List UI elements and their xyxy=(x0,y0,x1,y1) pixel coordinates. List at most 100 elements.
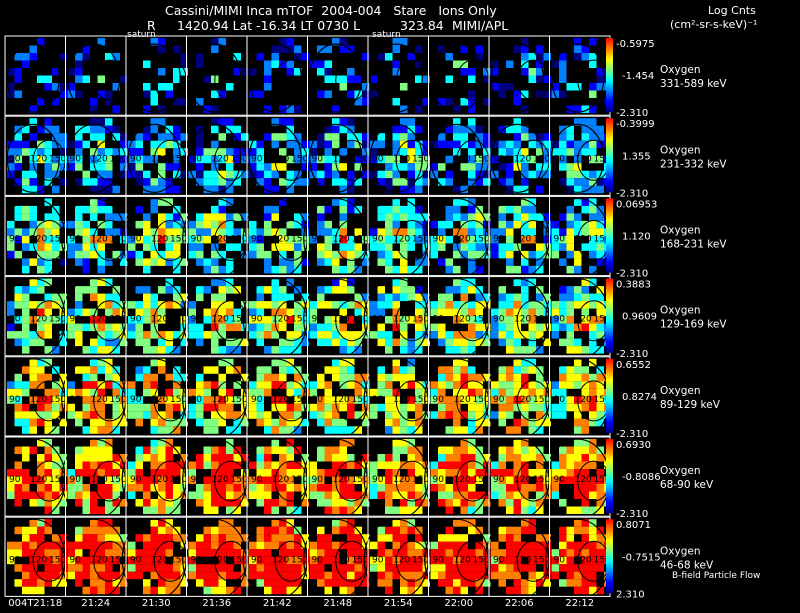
heatmap-cell xyxy=(453,198,461,206)
heatmap-cell xyxy=(97,418,105,427)
heatmap-cell xyxy=(422,228,430,236)
colorbar-min-label: 2.310 xyxy=(616,589,645,600)
heatmap-cell xyxy=(445,506,453,514)
heatmap-cell xyxy=(37,228,45,236)
heatmap-cell xyxy=(59,338,67,347)
heatmap-cell xyxy=(483,396,491,404)
heatmap-cell xyxy=(453,60,461,68)
heatmap-cell xyxy=(559,366,567,374)
heatmap-cell xyxy=(453,366,461,374)
heatmap-cell xyxy=(377,258,385,266)
heatmap-cell xyxy=(52,411,60,419)
heatmap-cell xyxy=(574,265,582,274)
heatmap-cell xyxy=(75,476,83,484)
heatmap-cell xyxy=(407,358,415,367)
heatmap-cell xyxy=(400,534,408,542)
heatmap-cell xyxy=(407,125,415,134)
heatmap-cell xyxy=(301,53,309,61)
heatmap-panel: 90 120 150 xyxy=(182,436,249,520)
heatmap-cell xyxy=(128,155,136,164)
heatmap-cell xyxy=(150,519,158,527)
heatmap-cell xyxy=(158,140,166,149)
heatmap-cell xyxy=(22,534,30,542)
heatmap-cell xyxy=(491,331,499,339)
heatmap-cell xyxy=(589,403,597,412)
heatmap-cell xyxy=(407,228,415,236)
heatmap-cell xyxy=(105,301,113,309)
heatmap-cell xyxy=(574,286,582,294)
heatmap-cell xyxy=(460,491,468,499)
heatmap-cell xyxy=(143,411,151,419)
heatmap-cell xyxy=(506,491,514,499)
heatmap-cell xyxy=(309,381,317,389)
heatmap-cell xyxy=(536,476,544,484)
heatmap-cell xyxy=(105,235,113,244)
time-tick-label: 22:12 xyxy=(565,598,594,609)
heatmap-cell xyxy=(279,133,287,141)
heatmap-cell xyxy=(241,564,249,572)
heatmap-cell xyxy=(90,148,98,156)
heatmap-cell xyxy=(44,258,52,266)
heatmap-cell xyxy=(241,133,249,141)
heatmap-cell xyxy=(97,185,105,194)
heatmap-cell xyxy=(44,439,52,447)
heatmap-cell xyxy=(430,461,438,469)
heatmap-cell xyxy=(362,148,370,156)
heatmap-cell xyxy=(165,469,173,477)
heatmap-cell xyxy=(294,556,302,565)
heatmap-cell xyxy=(521,476,529,484)
heatmap-cell xyxy=(574,454,582,462)
heatmap-cell xyxy=(354,461,362,469)
heatmap-cell xyxy=(271,579,279,587)
heatmap-cell xyxy=(581,220,589,229)
heatmap-cell xyxy=(543,564,551,572)
heatmap-cell xyxy=(75,411,83,419)
heatmap-cell xyxy=(460,45,468,53)
heatmap-cell xyxy=(377,213,385,221)
heatmap-cell xyxy=(143,484,151,492)
heatmap-cell xyxy=(309,411,317,419)
contour-label: 150 xyxy=(49,235,66,245)
heatmap-cell xyxy=(536,68,544,76)
heatmap-cell xyxy=(256,571,264,580)
heatmap-cell xyxy=(67,323,75,332)
heatmap-cell xyxy=(203,586,211,595)
heatmap-cell xyxy=(143,454,151,462)
heatmap-cell xyxy=(438,454,446,462)
heatmap-cell xyxy=(309,388,317,397)
heatmap-cell xyxy=(468,148,476,156)
heatmap-cell xyxy=(120,476,128,484)
colorbar-min-label: -2.310 xyxy=(616,349,648,360)
heatmap-cell xyxy=(475,373,483,382)
heatmap-cell xyxy=(52,301,60,309)
heatmap-cell xyxy=(438,258,446,266)
heatmap-cell xyxy=(52,185,60,194)
heatmap-cell xyxy=(279,381,287,389)
heatmap-cell xyxy=(44,163,52,171)
heatmap-cell xyxy=(37,541,45,550)
heatmap-cell xyxy=(29,228,37,236)
heatmap-cell xyxy=(143,228,151,236)
heatmap-cell xyxy=(180,403,188,412)
heatmap-cell xyxy=(143,491,151,499)
saturn-label-1: saturn xyxy=(127,30,156,40)
heatmap-cell xyxy=(483,418,491,427)
heatmap-cell xyxy=(211,213,219,221)
heatmap-cell xyxy=(279,323,287,332)
heatmap-cell xyxy=(589,476,597,484)
heatmap-cell xyxy=(271,301,279,309)
heatmap-cell xyxy=(211,250,219,259)
heatmap-cell xyxy=(150,381,158,389)
heatmap-cell xyxy=(438,461,446,469)
heatmap-cell xyxy=(528,308,536,317)
heatmap-cell xyxy=(14,461,22,469)
heatmap-cell xyxy=(317,155,325,164)
heatmap-cell xyxy=(165,454,173,462)
heatmap-cell xyxy=(468,331,476,339)
heatmap-cell xyxy=(385,178,393,186)
heatmap-cell xyxy=(475,243,483,251)
heatmap-cell xyxy=(332,426,340,434)
heatmap-cell xyxy=(453,228,461,236)
heatmap-cell xyxy=(347,373,355,382)
heatmap-cell xyxy=(226,278,234,287)
